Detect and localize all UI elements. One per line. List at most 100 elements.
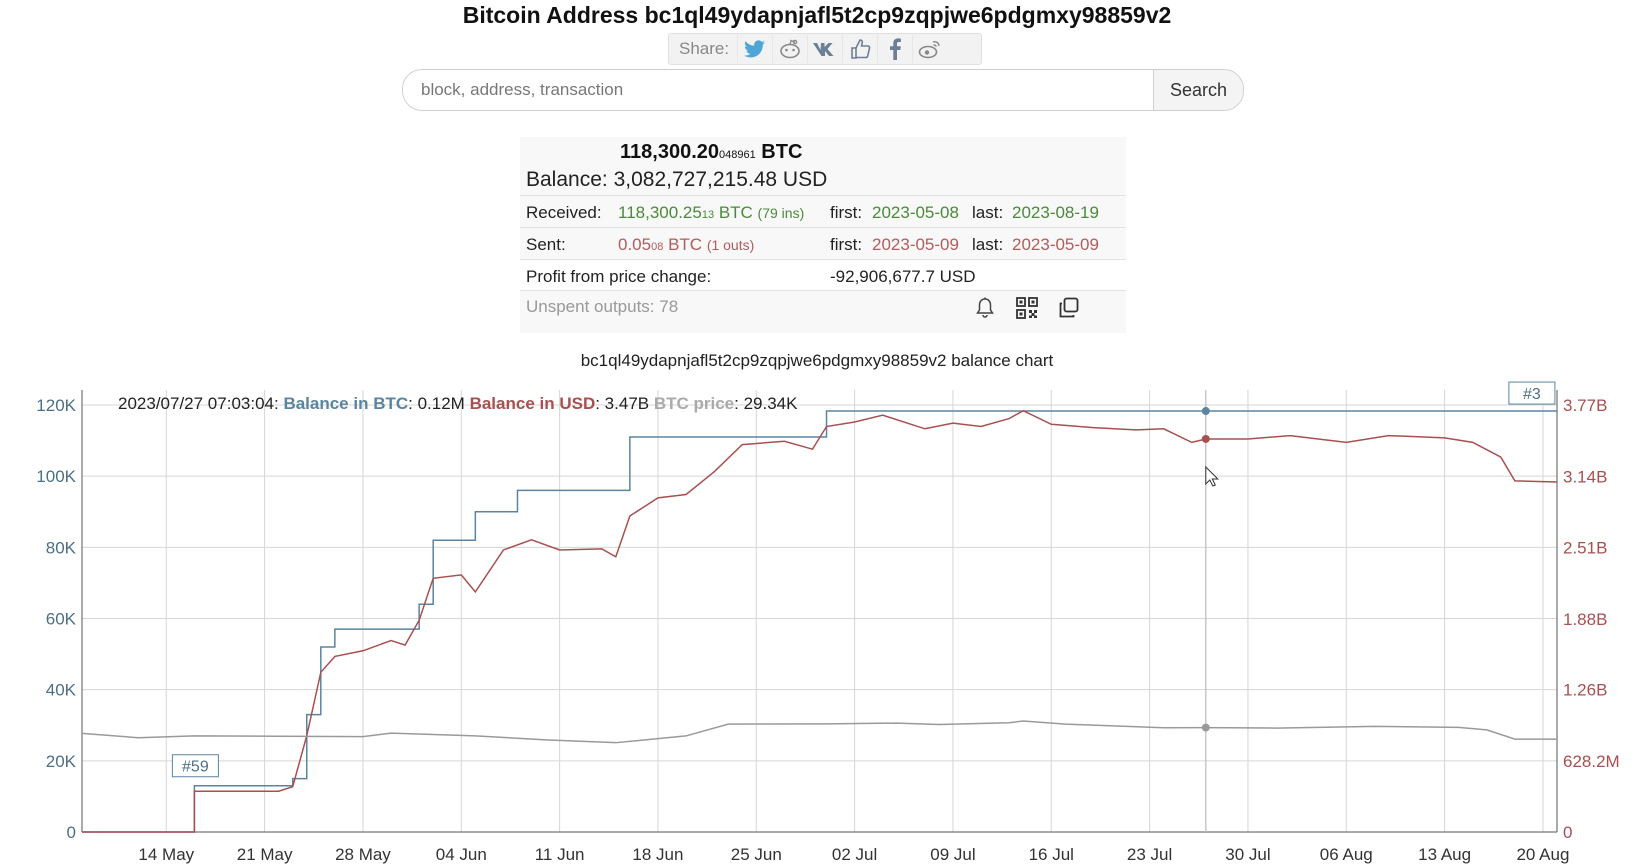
copy-icon[interactable] — [1056, 295, 1082, 321]
y-right-tick-label: 3.14B — [1563, 467, 1607, 486]
share-label: Share: — [679, 39, 730, 58]
x-tick-label: 11 Jun — [535, 845, 585, 864]
profit-value: -92,906,677.7 USD — [830, 267, 976, 286]
marker-label: #59 — [182, 759, 209, 776]
page-title: Bitcoin Address bc1ql49ydapnjafl5t2cp9zq… — [462, 2, 1172, 28]
sent-first-label: first: — [830, 235, 863, 254]
y-left-tick-label: 100K — [36, 467, 76, 486]
sent-unit: BTC — [668, 235, 703, 254]
y-left-tick-label: 120K — [36, 396, 76, 415]
x-tick-label: 13 Aug — [1418, 845, 1471, 864]
x-tick-label: 21 May — [237, 845, 293, 864]
series-balance-btc — [82, 410, 1557, 833]
profit-row: Profit from price change: -92,906,677.7 … — [520, 259, 1126, 291]
readout-btc-value: : 0.12M — [408, 394, 465, 413]
sent-last-label: last: — [972, 235, 1004, 254]
marker-label: #3 — [1523, 386, 1541, 403]
received-unit: BTC — [718, 203, 753, 222]
balance-usd-row: Balance: 3,082,727,215.48 USD — [526, 168, 827, 192]
marker-box — [171, 754, 219, 778]
received-row: Received: 118,300.2513 BTC (79 ins) firs… — [520, 195, 1126, 227]
readout-datetime: 2023/07/27 07:03:04: — [118, 394, 279, 413]
received-small-digits: 13 — [701, 209, 715, 221]
y-left-tick-label: 0 — [67, 823, 76, 842]
balance-chart[interactable]: 0 20K 40K 60K 80K 100K 120K 0 628.2M 1.26B 1.88B 2.… — [0, 380, 1634, 865]
x-tick-label: 18 Jun — [632, 845, 683, 864]
sent-label: Sent: — [526, 235, 566, 254]
balance-btc: 118,300.20048961 BTC — [620, 141, 802, 164]
cursor-point-usd — [1201, 434, 1210, 443]
x-tick-label: 23 Jul — [1127, 845, 1172, 864]
series-btc-price — [81, 720, 1557, 744]
sent-small-digits: 08 — [651, 241, 664, 253]
received-amount: 118,300.2513 BTC (79 ins) — [618, 203, 804, 223]
x-tick-label: 28 May — [335, 845, 391, 864]
readout-usd-label: Balance in USD — [469, 394, 596, 413]
balance-label: Balance: — [526, 168, 608, 191]
unspent-outputs: Unspent outputs: 78 — [526, 297, 679, 316]
balance-btc-main: 118,300.20 — [620, 141, 719, 163]
reddit-icon[interactable] — [772, 35, 807, 63]
y-left-tick-label: 20K — [46, 752, 77, 771]
twitter-icon[interactable] — [737, 35, 772, 63]
x-tick-label: 20 Aug — [1516, 845, 1569, 864]
received-last-date: 2023-08-19 — [1012, 203, 1099, 222]
received-label: Received: — [526, 203, 602, 222]
balance-btc-small-digits: 048961 — [719, 149, 756, 161]
y-right-tick-label: 2.51B — [1563, 539, 1607, 558]
weibo-icon[interactable] — [912, 35, 947, 63]
profit-label: Profit from price change: — [526, 267, 712, 286]
received-first-label: first: — [830, 203, 863, 222]
search-bar: Search — [402, 69, 1244, 111]
address-summary: 118,300.20048961 BTC Balance: 3,082,727,… — [520, 137, 1126, 333]
sent-amount: 0.0508 BTC (1 outs) — [618, 235, 754, 255]
bell-icon[interactable] — [972, 295, 998, 321]
marker-box — [1508, 381, 1556, 405]
series-balance-usd — [82, 409, 1558, 833]
y-right-tick-label: 1.26B — [1563, 680, 1607, 699]
chart-readout: 2023/07/27 07:03:04: Balance in BTC: 0.1… — [118, 394, 797, 414]
x-tick-label: 02 Jul — [832, 845, 877, 864]
x-tick-label: 30 Jul — [1225, 845, 1270, 864]
sent-count: (1 outs) — [706, 237, 755, 253]
search-button[interactable]: Search — [1153, 70, 1243, 110]
balance-btc-unit: BTC — [761, 141, 803, 163]
x-tick-label: 14 May — [138, 845, 194, 864]
x-tick-label: 16 Jul — [1029, 845, 1074, 864]
received-last-label: last: — [972, 203, 1004, 222]
mouse-pointer-icon — [1205, 465, 1220, 487]
like-icon[interactable] — [842, 35, 877, 63]
received-first-date: 2023-05-08 — [872, 203, 959, 222]
y-left-tick-label: 40K — [46, 681, 77, 700]
qr-code-icon[interactable] — [1014, 295, 1040, 321]
x-tick-label: 04 Jun — [436, 845, 487, 864]
received-main: 118,300.25 — [618, 203, 702, 222]
received-count: (79 ins) — [757, 205, 805, 221]
y-right-tick-label: 3.77B — [1563, 396, 1607, 415]
vk-icon[interactable] — [807, 35, 842, 63]
y-right-tick-label: 628.2M — [1563, 752, 1620, 771]
y-left-tick-label: 80K — [46, 538, 77, 557]
readout-price-label: BTC price — [653, 394, 735, 413]
cursor-point-price — [1201, 723, 1210, 732]
x-tick-label: 09 Jul — [930, 845, 975, 864]
chart-caption: bc1ql49ydapnjafl5t2cp9zqpjwe6pdgmxy98859… — [580, 351, 1054, 370]
sent-last-date: 2023-05-09 — [1012, 235, 1099, 254]
readout-price-value: : 29.34K — [734, 394, 798, 413]
share-bar: Share: — [668, 33, 982, 65]
y-right-tick-label: 0 — [1563, 823, 1572, 842]
y-right-tick-label: 1.88B — [1563, 610, 1607, 629]
x-tick-label: 06 Aug — [1320, 845, 1373, 864]
x-tick-label: 25 Jun — [731, 845, 782, 864]
facebook-icon[interactable] — [877, 35, 912, 63]
sent-row: Sent: 0.0508 BTC (1 outs) first: 2023-05… — [520, 227, 1126, 259]
readout-usd-value: : 3.47B — [595, 394, 650, 413]
cursor-point-btc — [1201, 407, 1210, 416]
sent-first-date: 2023-05-09 — [872, 235, 959, 254]
y-left-tick-label: 60K — [46, 610, 77, 629]
search-input[interactable] — [403, 70, 1153, 110]
unspent-row: Unspent outputs: 78 — [520, 290, 1126, 334]
readout-btc-label: Balance in BTC — [283, 394, 409, 413]
balance-usd: 3,082,727,215.48 USD — [613, 168, 828, 191]
sent-main: 0.05 — [618, 235, 652, 254]
